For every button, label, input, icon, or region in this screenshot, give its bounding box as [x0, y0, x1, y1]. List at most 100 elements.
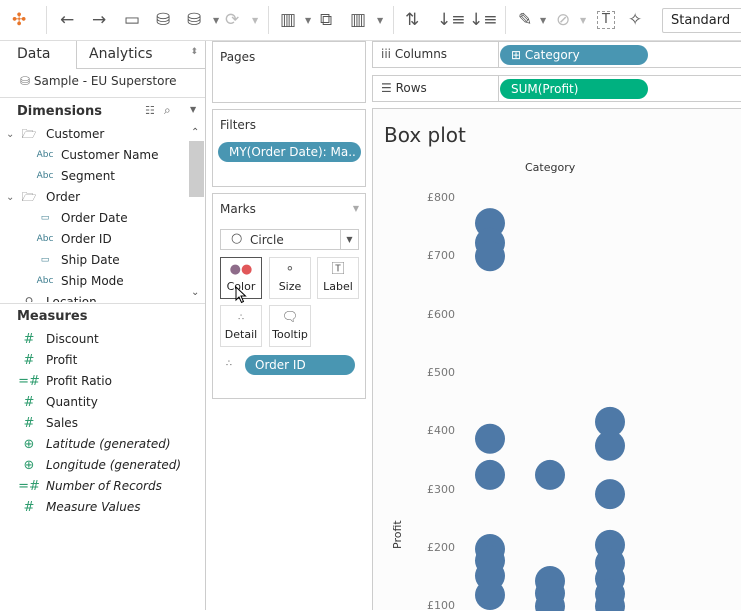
y-tick-label: £200 [427, 540, 455, 554]
data-pane: Data Analytics ⬍ ⛁ Sample - EU Superstore… [0, 41, 206, 610]
dimension-item[interactable]: Abc Customer Name [0, 145, 190, 166]
data-point[interactable] [475, 423, 505, 454]
scroll-up-icon[interactable]: ⌃ [191, 127, 200, 138]
y-tick-label: £500 [427, 365, 455, 379]
number-type-icon: # [23, 416, 35, 431]
detail-icon: ∴ [238, 313, 244, 323]
duplicate-sheet-icon[interactable]: ⧉ [320, 10, 333, 30]
dimension-item[interactable]: ⌄ ⚲ Location [0, 292, 190, 302]
data-point[interactable] [535, 591, 565, 611]
highlight-icon[interactable]: ✎ [518, 10, 533, 30]
undo-icon[interactable]: ← [60, 10, 75, 30]
label-icon: 🅃 [331, 262, 345, 277]
measure-item[interactable]: ⊕ Longitude (generated) [0, 455, 190, 476]
rows-shelf[interactable]: ☰ Rows SUM(Profit) [372, 75, 741, 102]
pause-updates-icon[interactable]: ⛁ [187, 10, 202, 30]
view-mode-dropdown[interactable]: Standard [662, 8, 741, 33]
chevron-down-icon[interactable]: ⌄ [6, 192, 15, 203]
tab-analytics[interactable]: Analytics ⬍ [76, 41, 206, 69]
sort-ascending-icon[interactable]: ↓≡ [437, 10, 466, 30]
measure-item[interactable]: ⊕ Latitude (generated) [0, 434, 190, 455]
item-label: Latitude (generated) [46, 437, 171, 451]
tab-analytics-label: Analytics [89, 46, 153, 62]
globe-type-icon: ⊕ [23, 458, 35, 473]
pages-card[interactable]: Pages [212, 41, 366, 103]
size-icon: ⚬ [284, 262, 296, 277]
marks-menu-icon[interactable]: ▼ [352, 204, 359, 213]
tooltip-label: Tooltip [272, 328, 308, 341]
data-point[interactable] [475, 580, 505, 611]
number-type-icon: # [23, 395, 35, 410]
sort-descending-icon[interactable]: ↓≡ [469, 10, 498, 30]
label-button[interactable]: 🅃 Label [317, 257, 359, 299]
Abc-type-icon: Abc [36, 150, 54, 160]
item-label: Ship Date [61, 253, 120, 267]
dimension-item[interactable]: ▭ Order Date [0, 208, 190, 229]
pin-icon[interactable]: ✧ [628, 10, 643, 30]
folder-item[interactable]: ⌄ 🗁 Order [0, 187, 190, 208]
columns-pill-label: Category [524, 48, 580, 62]
detail-pill-order-id[interactable]: Order ID [245, 355, 355, 375]
measure-item[interactable]: # Sales [0, 413, 190, 434]
number-type-icon: =# [18, 374, 40, 389]
Abc-type-icon: Abc [36, 276, 54, 286]
data-point[interactable] [595, 406, 625, 437]
new-data-source-icon[interactable]: ⛁ [156, 10, 171, 30]
tab-scroll-icon[interactable]: ⬍ [190, 47, 198, 57]
filter-pill-order-date[interactable]: MY(Order Date): Ma.. [218, 142, 361, 162]
data-point[interactable] [595, 479, 625, 510]
dimension-item[interactable]: ▭ Ship Date [0, 250, 190, 271]
data-point[interactable] [595, 430, 625, 461]
columns-shelf[interactable]: iii Columns ⊞ Category [372, 41, 741, 68]
view-list-icon[interactable]: ☷ [145, 104, 155, 117]
mark-type-dropdown[interactable]: ○ Circle ▼ [220, 229, 359, 250]
detail-label: Detail [224, 328, 258, 341]
data-point[interactable] [475, 241, 505, 272]
dimension-item[interactable]: Abc Ship Mode [0, 271, 190, 292]
marks-title: Marks [220, 202, 256, 216]
size-button[interactable]: ⚬ Size [269, 257, 311, 299]
marks-card: Marks ▼ ○ Circle ▼ ●● Color ⚬ Size 🅃 Label … [212, 193, 366, 399]
new-worksheet-icon[interactable]: ▥ [280, 10, 297, 30]
label-icon[interactable]: T [597, 11, 615, 29]
detail-button[interactable]: ∴ Detail [220, 305, 262, 347]
measure-item[interactable]: # Profit [0, 350, 190, 371]
scrollbar-thumb[interactable] [189, 141, 204, 197]
swap-icon[interactable]: ⇅ [405, 10, 420, 30]
measures-title: Measures [17, 309, 88, 324]
filters-card[interactable]: Filters MY(Order Date): Ma.. [212, 109, 366, 187]
save-icon[interactable]: ▭ [124, 10, 141, 30]
menu-dropdown-icon[interactable]: ▼ [190, 105, 197, 114]
data-point[interactable] [475, 459, 505, 490]
dimensions-list: ⌄ 🗁 Customer Abc Customer Name Abc Segment ⌄ 🗁 Or… [0, 124, 190, 302]
clear-sheet-icon[interactable]: ▥ [350, 10, 367, 30]
chevron-down-icon[interactable]: ⌄ [6, 292, 14, 302]
number-type-icon: =# [18, 479, 40, 494]
rows-pill-sum-profit[interactable]: SUM(Profit) [500, 79, 648, 99]
folder-item[interactable]: ⌄ 🗁 Customer [0, 124, 190, 145]
group-icon[interactable]: ⊘ [556, 10, 571, 30]
data-point[interactable] [595, 591, 625, 611]
color-label: Color [226, 280, 256, 293]
tooltip-button[interactable]: 🗨 Tooltip [269, 305, 311, 347]
tab-data[interactable]: Data [17, 46, 51, 62]
dimension-item[interactable]: Abc Segment [0, 166, 190, 187]
datasource[interactable]: ⛁ Sample - EU Superstore [20, 74, 177, 88]
refresh-icon[interactable]: ⟳ [225, 10, 240, 30]
measure-item[interactable]: # Quantity [0, 392, 190, 413]
redo-icon[interactable]: → [92, 10, 107, 30]
dimensions-title: Dimensions [17, 104, 102, 119]
pages-title: Pages [220, 50, 256, 64]
measure-item[interactable]: # Discount [0, 329, 190, 350]
measure-item[interactable]: =# Number of Records [0, 476, 190, 497]
item-label: Number of Records [46, 479, 162, 493]
columns-pill-category[interactable]: ⊞ Category [500, 45, 648, 65]
dimension-item[interactable]: Abc Order ID [0, 229, 190, 250]
data-point[interactable] [535, 459, 565, 490]
measure-item[interactable]: # Measure Values [0, 497, 190, 518]
scroll-down-icon[interactable]: ⌄ [191, 287, 200, 298]
search-icon[interactable]: ⌕ [164, 103, 171, 117]
item-label: Order ID [61, 232, 112, 246]
measure-item[interactable]: =# Profit Ratio [0, 371, 190, 392]
chevron-down-icon[interactable]: ⌄ [6, 129, 15, 140]
